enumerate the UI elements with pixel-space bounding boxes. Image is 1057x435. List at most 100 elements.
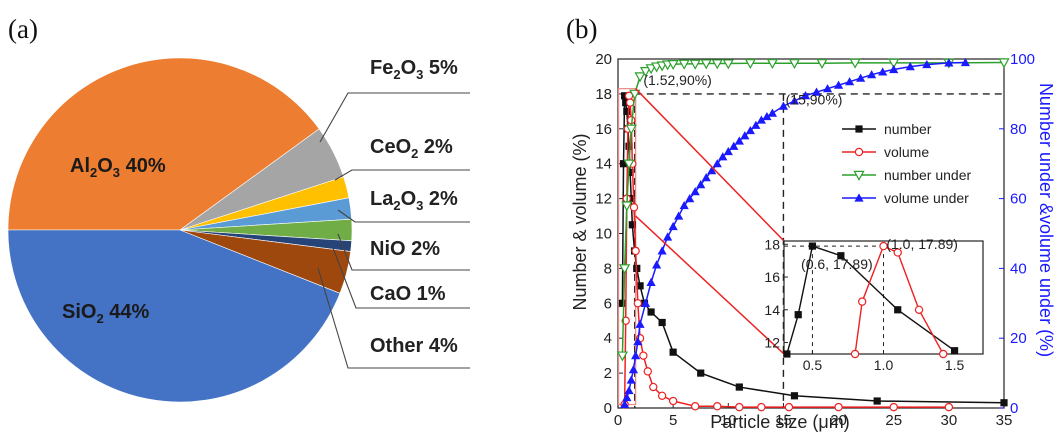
series-3-point-23 <box>723 146 733 156</box>
x-tick-label-0: 0 <box>614 412 622 429</box>
series-3-point-17 <box>690 187 700 196</box>
series-2-point-7 <box>639 67 652 78</box>
zoom-connector-top <box>635 88 785 242</box>
pie-label-3: La2O3 2% <box>370 188 458 213</box>
series-1-point-18 <box>713 402 722 411</box>
pie-label-4-a: NiO <box>370 238 406 260</box>
series-3-point-37 <box>833 80 844 89</box>
pie-label-4: NiO 2% <box>370 238 440 260</box>
series-1-point-17 <box>691 402 700 411</box>
pie-label-5-pct: 1% <box>411 283 446 305</box>
inset-number-point-0 <box>783 350 791 358</box>
pie-label-3-a: La <box>370 188 394 210</box>
legend-marker-0 <box>855 125 863 133</box>
series-0-point-16 <box>669 348 677 356</box>
series-3-point-18 <box>696 180 706 189</box>
series-3-point-33 <box>789 96 800 105</box>
series-3-point-16 <box>685 194 695 203</box>
series-1-point-24 <box>944 402 954 412</box>
pie-label-al2o3-b: O <box>97 155 113 177</box>
pie-label-3-sub: 2 <box>393 198 400 213</box>
series-1-point-23 <box>889 402 898 412</box>
y2-tick-label-2: 40 <box>1010 260 1027 277</box>
inset-x-tick-label-1: 1.0 <box>874 357 894 373</box>
x-tick-label-7: 35 <box>996 412 1013 429</box>
inset-annotation-a: (0.6, 17.89) <box>801 256 873 272</box>
inset-volume-point-5 <box>939 349 948 359</box>
pie-label-2-sub2: 2 <box>411 146 418 161</box>
series-1-point-15 <box>657 391 667 400</box>
series-3-point-19 <box>701 173 711 182</box>
pie-leader-lines <box>317 92 470 369</box>
y2-tick-label-4: 80 <box>1010 121 1027 138</box>
leader-line-6 <box>317 267 470 369</box>
pie-label-1: Fe2O3 5% <box>370 57 458 82</box>
series-3-point-4 <box>628 365 639 374</box>
inset-number-point-3 <box>837 252 845 260</box>
annotation-15-90: (15,90%) <box>786 91 843 107</box>
series-0-point-9 <box>628 221 636 229</box>
y-tick-label-10: 20 <box>595 51 612 68</box>
series-0-point-1 <box>619 160 628 168</box>
series-2-point-25 <box>998 58 1010 69</box>
pie-slice-7 <box>7 229 341 403</box>
legend-label-3: volume under <box>884 190 969 206</box>
inset-x-tick-label-0: 0.5 <box>803 357 823 373</box>
inset-number-point-1 <box>794 311 802 319</box>
series-3-point-34 <box>800 91 811 100</box>
pie-label-1-b: O <box>401 57 417 79</box>
y-tick-label-4: 8 <box>604 260 612 277</box>
series-3-point-36 <box>822 84 833 93</box>
leader-line-4 <box>337 233 470 271</box>
y-tick-label-7: 14 <box>595 156 612 173</box>
inset-number-point-5 <box>950 347 959 355</box>
legend-marker-3 <box>854 193 864 202</box>
inset-volume-point-4 <box>914 305 924 314</box>
series-3-point-24 <box>729 141 739 150</box>
y-tick-label-6: 12 <box>595 191 612 208</box>
series-2-point-23 <box>888 58 900 69</box>
pie-label-1-sub2: 3 <box>416 67 423 82</box>
inset-annotation-b: (1.0, 17.89) <box>886 236 958 252</box>
zoom-connector-bottom <box>635 215 785 355</box>
series-0-point-2 <box>621 92 629 100</box>
series-3-point-29 <box>756 115 766 124</box>
series-3-point-41 <box>878 67 888 76</box>
series-3-point-10 <box>652 260 662 269</box>
series-1-point-19 <box>735 402 744 412</box>
inset-x-tick-label-2: 1.5 <box>945 357 965 373</box>
pie-label-al2o3-a: Al <box>70 155 90 177</box>
pie-label-al2o3-sub: 2 <box>90 165 97 180</box>
series-0-point-12 <box>636 282 644 290</box>
pie-label-2: CeO2 2% <box>370 136 453 161</box>
series-3-point-31 <box>767 108 777 117</box>
y-tick-label-9: 18 <box>595 86 612 103</box>
pie-label-2-a: Ce <box>370 136 396 158</box>
inset-number-point-4 <box>894 306 902 314</box>
series-line-2 <box>621 61 1005 356</box>
pie-label-1-sub: 2 <box>393 67 400 82</box>
series-3-point-0 <box>620 399 630 409</box>
x-tick-label-6: 30 <box>941 412 958 429</box>
series-3-point-40 <box>867 70 877 79</box>
series-2-point-21 <box>816 58 828 70</box>
pie-label-6: Other 4% <box>370 335 458 357</box>
series-2-point-14 <box>689 59 701 70</box>
series-2-point-22 <box>849 58 861 69</box>
series-3-point-25 <box>734 136 744 145</box>
pie-label-sio2-a: Si <box>62 301 81 323</box>
series-2-point-16 <box>711 59 723 70</box>
inset-chart: 0.5 1.0 1.5 12 14 16 18 (0.6, 17.89) (1.0, 17.89… <box>764 236 984 373</box>
series-3-point-30 <box>762 111 772 121</box>
panel-b-label: (b) <box>566 14 597 44</box>
series-3-point-42 <box>889 64 899 74</box>
series-3-point-35 <box>811 87 822 96</box>
series-0-point-21 <box>1000 399 1008 407</box>
pie-label-3-pct: 2% <box>423 188 458 210</box>
series-2-point-17 <box>722 59 734 70</box>
series-2-point-19 <box>766 58 779 70</box>
leader-line-2 <box>334 169 470 181</box>
series-3-point-6 <box>633 337 643 346</box>
y-tick-label-5: 10 <box>595 226 612 243</box>
